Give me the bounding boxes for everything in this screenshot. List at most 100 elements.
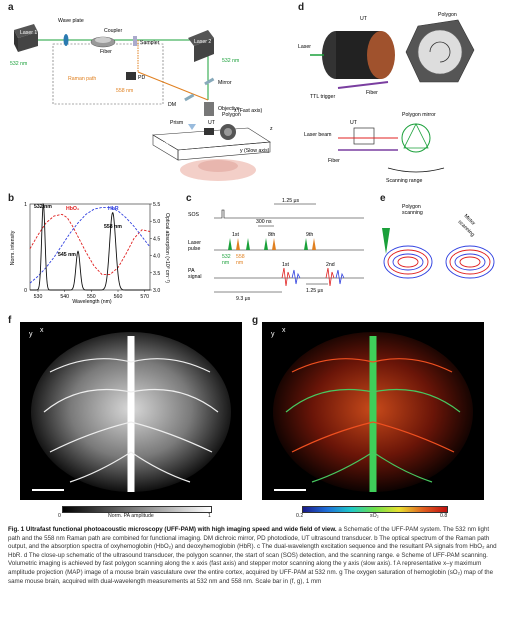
y-left-tick-label: 0 [24, 288, 27, 294]
f-x-axis: x [40, 327, 44, 334]
hbo2-absorption-line [29, 213, 151, 275]
c-pa-label: PA [188, 268, 195, 274]
y-right-tick-label: 5.5 [153, 202, 160, 208]
dm-label: DM [168, 102, 176, 108]
c-pa-2nd: 2nd [326, 262, 335, 268]
y-right-tick-label: 4.5 [153, 236, 160, 242]
chart-b-label-hbr: HbR [108, 206, 119, 212]
chart-b-label-hbo2: HbO₂ [66, 206, 80, 212]
e-polygon-scan-2: scanning [402, 210, 423, 216]
coupler-label: Coupler [104, 28, 122, 34]
wl1-right: 532 nm [222, 58, 239, 64]
spectrum-chart: 530 540 550 560 570 0 1 3.0 3.5 4.0 4.5 5.0 5.5 Wave… [10, 202, 170, 305]
raman-spectrum-line [30, 202, 150, 291]
c-sos-label: SOS [188, 212, 199, 218]
chart-b-label-545: 545 nm [58, 252, 76, 258]
polygon-label: Polygon [222, 112, 241, 118]
laser-2-box [188, 30, 214, 62]
so2-image: y x [262, 322, 484, 500]
laser-1-box [14, 24, 38, 52]
x-tick-label: 560 [114, 294, 123, 300]
wl-558-label: 558 nm [116, 88, 133, 94]
g-colorbar [302, 506, 448, 513]
g-cbar-label: sO₂ [370, 513, 379, 519]
z-axis-label: z [270, 126, 273, 132]
g-cbar-max: 0.8 [440, 513, 448, 519]
fiber-label: Fiber [100, 49, 112, 55]
caption-title: Fig. 1 Ultrafast functional photoacousti… [8, 526, 337, 533]
y-axis-label: y (Slow axis) [240, 148, 270, 154]
chart-b-frame [29, 203, 151, 291]
water-tank-label: Water tank [158, 141, 183, 147]
y-right-tick-label: 5.0 [153, 219, 160, 225]
x-axis-label: x (Fast axis) [234, 108, 263, 114]
panel-g-letter: g [252, 315, 259, 326]
figure-caption: Fig. 1 Ultrafast functional photoacousti… [8, 526, 502, 586]
f-colorbar [62, 506, 212, 513]
d-polygon-mirror-label: Polygon mirror [402, 112, 436, 118]
d-laser-beam-label: Laser beam [304, 132, 331, 138]
g-y-axis: y [271, 331, 275, 338]
c-laser-pulse-label2: pulse [188, 246, 201, 252]
c-pulse-9th: 9th [306, 232, 313, 238]
chart-b-label-532: 532 nm [34, 204, 52, 210]
x-tick-label: 550 [87, 294, 96, 300]
d-ttl-label: TTL trigger [310, 94, 335, 100]
f-cbar-label: Norm. PA amplitude [108, 513, 154, 519]
chart-b-xlabel: Wavelength (nm) [72, 299, 112, 305]
c-pulse-8th: 8th [268, 232, 275, 238]
y-left-tick-label: 1 [24, 202, 27, 208]
e-polygon-scan-1: Polygon [402, 204, 421, 210]
svg-text:532: 532 [222, 254, 231, 260]
d-ut2-label: UT [350, 120, 358, 126]
laser-1-label: Laser 1 [20, 30, 37, 36]
c-time-93: 9.3 μs [236, 296, 251, 302]
x-tick-label: 530 [34, 294, 43, 300]
panel-e-letter: e [380, 193, 386, 204]
c-pa-label2: signal [188, 274, 202, 280]
mirror-label: Mirror [218, 80, 232, 86]
objective-label: Objective [218, 106, 240, 112]
panel-a-schematic: Laser 1 532 nm Wave plate Coupler Fiber … [10, 18, 273, 181]
mip-image: y x [20, 322, 242, 500]
d-fiber2-label: Fiber [328, 158, 340, 164]
svg-text:nm: nm [236, 260, 243, 266]
laser-2-label: Laser 2 [194, 39, 211, 45]
d-scan-range-label: Scanning range [386, 178, 422, 184]
timing-diagram: SOS Laser pulse PA signal 1st 8th 9th 53… [188, 198, 364, 302]
c-laser-pulse-label: Laser [188, 240, 201, 246]
chart-b-label-558: 558 nm [104, 224, 122, 230]
d-fiber-label: Fiber [366, 90, 378, 96]
panel-c-letter: c [186, 193, 192, 204]
svg-text:nm: nm [222, 260, 229, 266]
y-right-tick-label: 4.0 [153, 254, 160, 260]
f-y-axis: y [29, 331, 33, 338]
g-x-axis: x [282, 327, 286, 334]
panel-b-letter: b [8, 193, 15, 204]
y-right-tick-label: 3.5 [153, 271, 160, 277]
wl1-left: 532 nm [10, 61, 27, 67]
hbr-absorption-line [29, 206, 151, 284]
y-right-tick-label: 3.0 [153, 288, 160, 294]
f-cbar-max: 1 [208, 513, 211, 519]
x-tick-label: 540 [60, 294, 69, 300]
sampler-label: Sampler [140, 40, 160, 46]
waveplate-label: Wave plate [58, 18, 84, 24]
ut-label: UT [208, 120, 216, 126]
c-time-300: 300 ns [256, 219, 272, 225]
raman-path-label: Raman path [68, 76, 96, 82]
c-time-125b: 1.25 μs [306, 288, 324, 294]
panel-d-schematic: UT Laser Polygon TTL trigger Fiber Polyg… [298, 12, 475, 184]
prism-label: Prism [170, 120, 183, 126]
chart-b-ylabel-left: Norm. intensity [10, 230, 16, 265]
x-tick-label: 570 [140, 294, 149, 300]
c-time-125: 1.25 μs [282, 198, 300, 204]
panel-f-letter: f [8, 315, 12, 326]
d-polygon-label: Polygon [438, 12, 457, 18]
d-laser-label: Laser [298, 44, 311, 50]
chart-b-ylabel-right: Optical absorption (×10³ cm⁻¹) [164, 213, 170, 283]
svg-text:558: 558 [236, 254, 245, 260]
panel-d-letter: d [298, 2, 305, 13]
c-pulse-1st: 1st [232, 232, 239, 238]
panel-a-letter: a [8, 2, 14, 13]
